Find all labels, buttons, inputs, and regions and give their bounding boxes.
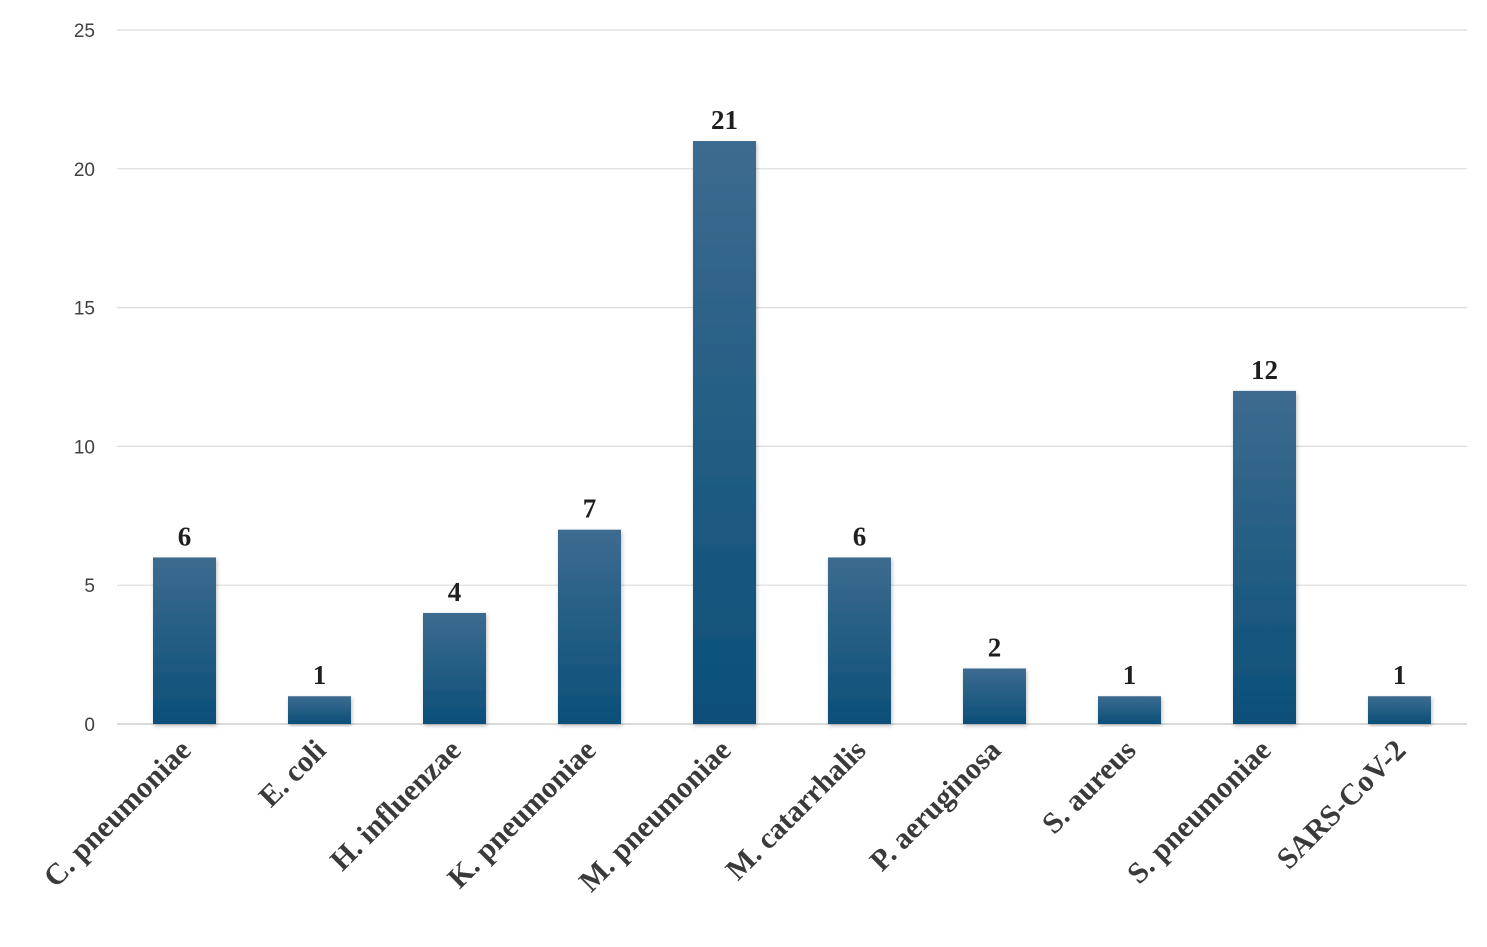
bars — [153, 141, 1431, 725]
data-label-4: 21 — [711, 105, 738, 135]
x-tick-label-5: M. catarrhalis — [720, 734, 873, 887]
data-label-1: 1 — [313, 660, 327, 690]
x-tick-label-9: SARS-CoV-2 — [1270, 734, 1412, 876]
data-label-7: 1 — [1123, 660, 1137, 690]
y-tick-label-5: 5 — [84, 576, 95, 597]
x-tick-label-8: S. pneumoniae — [1121, 734, 1278, 891]
data-label-8: 12 — [1251, 355, 1278, 385]
data-label-0: 6 — [178, 521, 192, 551]
bar-1 — [288, 696, 351, 724]
y-tick-label-25: 25 — [74, 21, 95, 42]
bar-2 — [423, 612, 486, 724]
x-tick-label-0: C. pneumoniae — [37, 734, 197, 894]
bar-6 — [963, 668, 1026, 724]
y-tick-label-10: 10 — [74, 437, 95, 458]
x-tick-label-6: P. aeruginosa — [863, 734, 1007, 878]
x-tick-label-2: H. influenzae — [324, 734, 468, 878]
bar-5 — [828, 557, 891, 724]
bar-0 — [153, 557, 216, 724]
data-label-2: 4 — [448, 577, 462, 607]
y-tick-label-20: 20 — [74, 160, 95, 181]
data-label-6: 2 — [988, 632, 1002, 662]
x-tick-label-7: S. aureus — [1036, 734, 1143, 841]
data-label-5: 6 — [853, 521, 867, 551]
bar-8 — [1233, 390, 1296, 724]
bar-4 — [693, 141, 756, 725]
bar-9 — [1368, 696, 1431, 724]
x-tick-label-1: E. coli — [253, 734, 333, 814]
data-label-9: 1 — [1393, 660, 1407, 690]
bar-3 — [558, 529, 621, 724]
y-tick-label-15: 15 — [74, 299, 95, 320]
bar-7 — [1098, 696, 1161, 724]
y-tick-label-0: 0 — [84, 715, 95, 736]
data-label-3: 7 — [583, 494, 597, 524]
y-axis-tick-labels: 0 5 10 15 20 25 — [74, 21, 95, 736]
